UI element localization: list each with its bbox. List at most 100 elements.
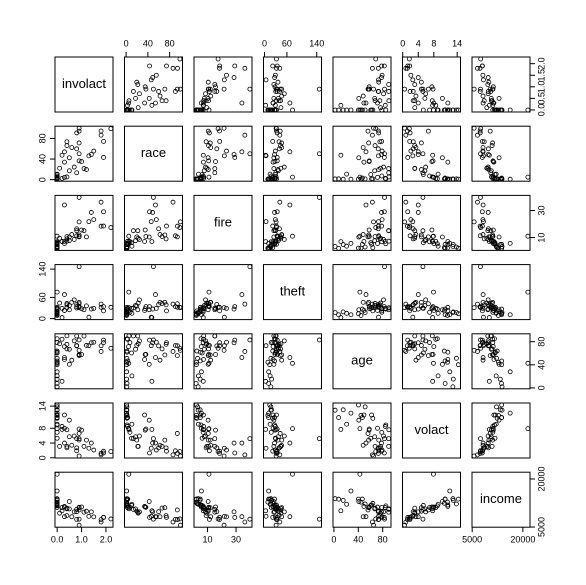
point	[369, 452, 375, 458]
point	[143, 86, 149, 92]
point	[206, 516, 212, 522]
point	[101, 223, 106, 229]
point	[358, 313, 364, 318]
point	[163, 513, 169, 519]
point	[415, 514, 421, 520]
x-tick-label: 1.0	[75, 535, 88, 545]
point	[206, 143, 211, 148]
point	[213, 159, 218, 164]
point	[206, 98, 211, 104]
point	[177, 225, 183, 230]
point	[425, 86, 431, 92]
point	[57, 510, 62, 516]
point	[382, 151, 387, 157]
point	[356, 95, 362, 101]
point	[481, 302, 487, 308]
point	[377, 445, 383, 451]
point	[213, 84, 218, 90]
point	[198, 349, 203, 355]
y-tick-label: 20000	[536, 466, 546, 491]
point	[157, 514, 163, 520]
point	[489, 346, 495, 352]
point	[430, 508, 436, 514]
point	[480, 292, 486, 297]
point	[382, 175, 388, 181]
point	[386, 238, 392, 244]
point	[410, 153, 416, 159]
point	[379, 440, 384, 446]
point	[66, 434, 72, 440]
point	[59, 505, 65, 510]
point	[98, 304, 104, 310]
point	[447, 488, 453, 494]
point	[338, 239, 344, 245]
point	[203, 433, 208, 439]
point	[427, 107, 432, 113]
point	[54, 410, 60, 416]
point	[356, 499, 362, 504]
point	[206, 346, 211, 352]
point	[360, 299, 366, 305]
point	[207, 86, 213, 92]
point	[429, 333, 435, 339]
point	[98, 223, 104, 229]
point	[455, 107, 461, 113]
point	[386, 427, 392, 433]
point	[270, 63, 276, 69]
point	[199, 369, 204, 375]
point	[64, 443, 70, 449]
point	[372, 168, 378, 174]
point	[379, 148, 385, 154]
point	[84, 508, 89, 514]
point	[480, 93, 486, 99]
point	[485, 297, 491, 303]
point	[479, 337, 485, 343]
point	[274, 126, 279, 132]
point	[359, 496, 365, 502]
point	[76, 437, 82, 443]
point	[477, 233, 483, 239]
point	[137, 338, 142, 344]
point	[489, 443, 495, 449]
point	[445, 308, 451, 313]
point	[290, 107, 295, 113]
point	[525, 107, 531, 113]
point	[137, 297, 142, 303]
point	[274, 65, 279, 71]
point	[371, 219, 376, 225]
point	[386, 506, 392, 512]
point	[54, 173, 60, 179]
point	[129, 501, 135, 507]
point	[98, 132, 104, 138]
point	[74, 304, 80, 309]
point	[375, 146, 381, 152]
point	[54, 429, 60, 435]
point	[405, 155, 411, 160]
point	[274, 234, 280, 239]
point	[486, 102, 492, 108]
point	[62, 355, 67, 360]
point	[412, 105, 418, 111]
point	[454, 310, 459, 316]
point	[287, 440, 293, 446]
point	[408, 148, 414, 154]
point	[232, 63, 238, 69]
point	[356, 417, 362, 423]
point	[410, 341, 416, 347]
point	[270, 100, 276, 106]
point	[270, 138, 276, 144]
point	[375, 65, 381, 71]
point	[316, 516, 322, 522]
point	[441, 176, 447, 182]
point	[375, 226, 381, 232]
point	[274, 448, 280, 454]
point	[159, 234, 165, 240]
point	[177, 347, 183, 353]
point	[422, 346, 428, 352]
point	[221, 305, 227, 311]
point	[76, 507, 82, 513]
point	[479, 63, 485, 69]
point	[365, 507, 371, 513]
point	[488, 170, 494, 176]
